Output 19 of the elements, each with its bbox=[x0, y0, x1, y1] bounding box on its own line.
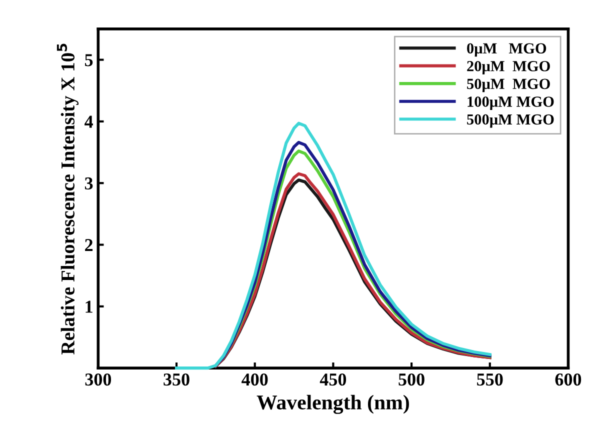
legend-label: 20μM MGO bbox=[467, 60, 550, 74]
y-tick-label: 4 bbox=[84, 116, 93, 128]
x-tick-label: 600 bbox=[555, 373, 582, 386]
y-tick-label: 3 bbox=[84, 177, 93, 190]
y-tick-label: 2 bbox=[85, 239, 93, 252]
y-tick-label: 5 bbox=[85, 54, 93, 66]
legend-label: 0μM MGO bbox=[467, 43, 546, 57]
x-tick-label: 550 bbox=[477, 373, 503, 386]
x-tick-label: 400 bbox=[242, 373, 268, 386]
x-tick-label: 350 bbox=[164, 373, 190, 386]
y-axis-title: Relative Fluorescence Intensity X 10$^{5}$ bbox=[56, 44, 79, 355]
x-tick-label: 300 bbox=[85, 373, 112, 386]
legend-label: 100μM MGO bbox=[468, 96, 554, 110]
legend-label: 50μM MGO bbox=[467, 78, 550, 92]
x-tick-label: 450 bbox=[320, 373, 346, 386]
x-tick-label: 500 bbox=[398, 373, 424, 386]
legend-label: 500μM MGO bbox=[467, 114, 554, 128]
y-tick-label: 1 bbox=[86, 300, 92, 313]
x-axis-title: Wavelength (nm) bbox=[256, 394, 409, 414]
